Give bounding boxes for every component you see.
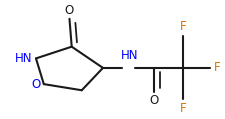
Text: HN: HN — [120, 49, 138, 62]
Text: O: O — [31, 78, 40, 91]
Text: O: O — [65, 3, 74, 17]
Text: HN: HN — [15, 52, 32, 65]
Text: F: F — [179, 102, 186, 115]
Text: F: F — [179, 20, 186, 33]
Text: O: O — [149, 94, 158, 107]
Text: F: F — [212, 61, 219, 74]
